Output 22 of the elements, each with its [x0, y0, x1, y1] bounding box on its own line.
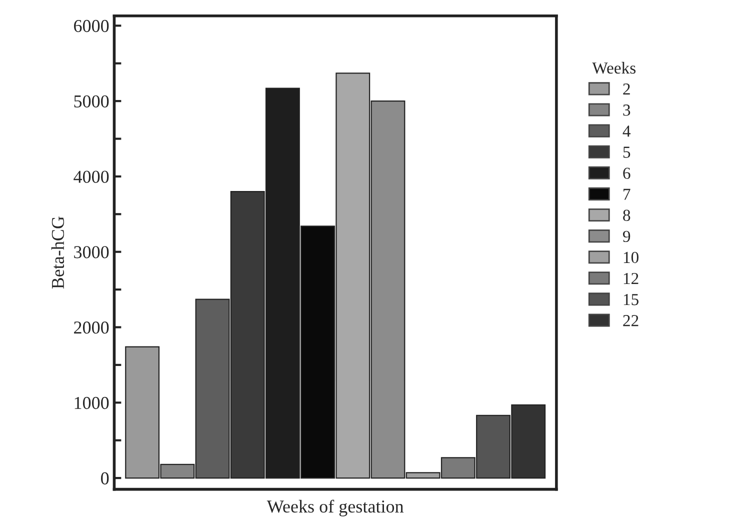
- legend-title: Weeks: [592, 62, 636, 74]
- legend-label: 10: [624, 252, 638, 264]
- y-tick-label: 2000: [74, 321, 109, 334]
- legend-label: 15: [624, 294, 638, 306]
- x-axis-title: Weeks of gestation: [266, 500, 404, 516]
- legend-label: 22: [623, 315, 638, 326]
- legend-label: 3: [623, 104, 630, 116]
- legend-label: 4: [622, 126, 631, 137]
- legend-label: 7: [624, 188, 630, 200]
- y-tick-label: 3000: [74, 246, 109, 258]
- y-tick-label: 5000: [74, 95, 109, 108]
- legend-label: 5: [623, 146, 630, 158]
- y-tick-label: 6000: [74, 20, 109, 32]
- y-tick-label: 1000: [74, 396, 109, 410]
- legend-label: 9: [622, 230, 630, 242]
- legend-label: 12: [624, 272, 638, 284]
- legend-label: 6: [623, 168, 630, 179]
- y-tick-label: 4000: [74, 170, 109, 183]
- legend-label: 8: [623, 210, 630, 222]
- legend-label: 2: [623, 84, 630, 95]
- y-axis-title: Beta-hCG: [51, 216, 64, 289]
- y-tick-label: 0: [101, 472, 109, 484]
